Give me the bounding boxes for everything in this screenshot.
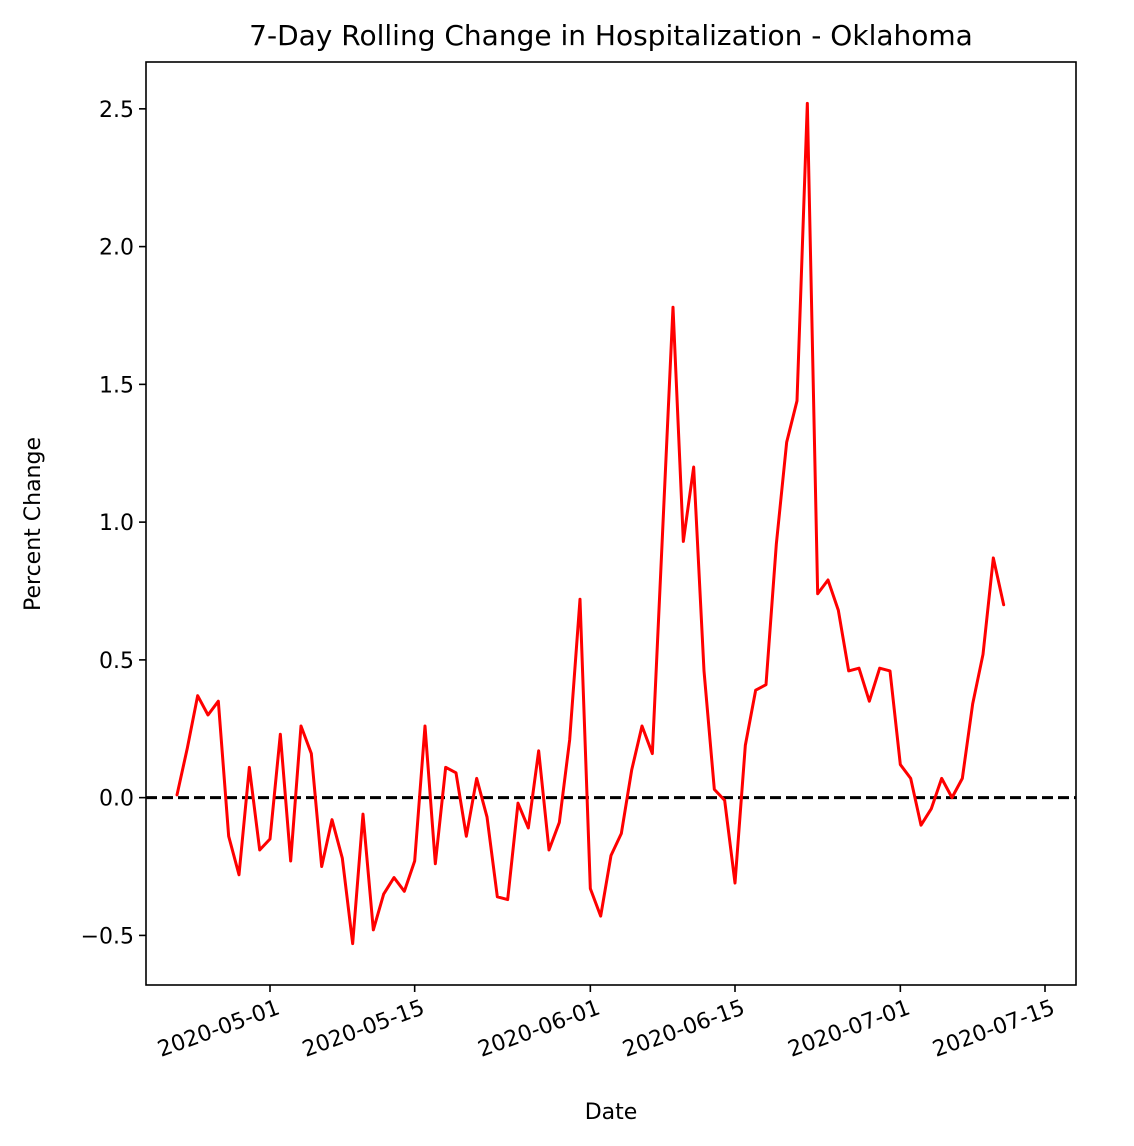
x-axis-label: Date [585, 1100, 638, 1125]
y-tick-label: 2.0 [99, 236, 134, 261]
y-tick-label: 1.5 [99, 373, 134, 398]
y-tick-label: 2.5 [99, 98, 134, 123]
axes-frame [145, 61, 1077, 986]
y-tick-label: 1.0 [99, 511, 134, 536]
y-tick-label: 0.0 [99, 787, 134, 812]
y-tick-label: −0.5 [81, 924, 134, 949]
chart-title: 7-Day Rolling Change in Hospitalization … [249, 19, 973, 52]
y-axis-label: Percent Change [21, 437, 46, 611]
y-tick-label: 0.5 [99, 649, 134, 674]
series-line [175, 101, 1006, 946]
